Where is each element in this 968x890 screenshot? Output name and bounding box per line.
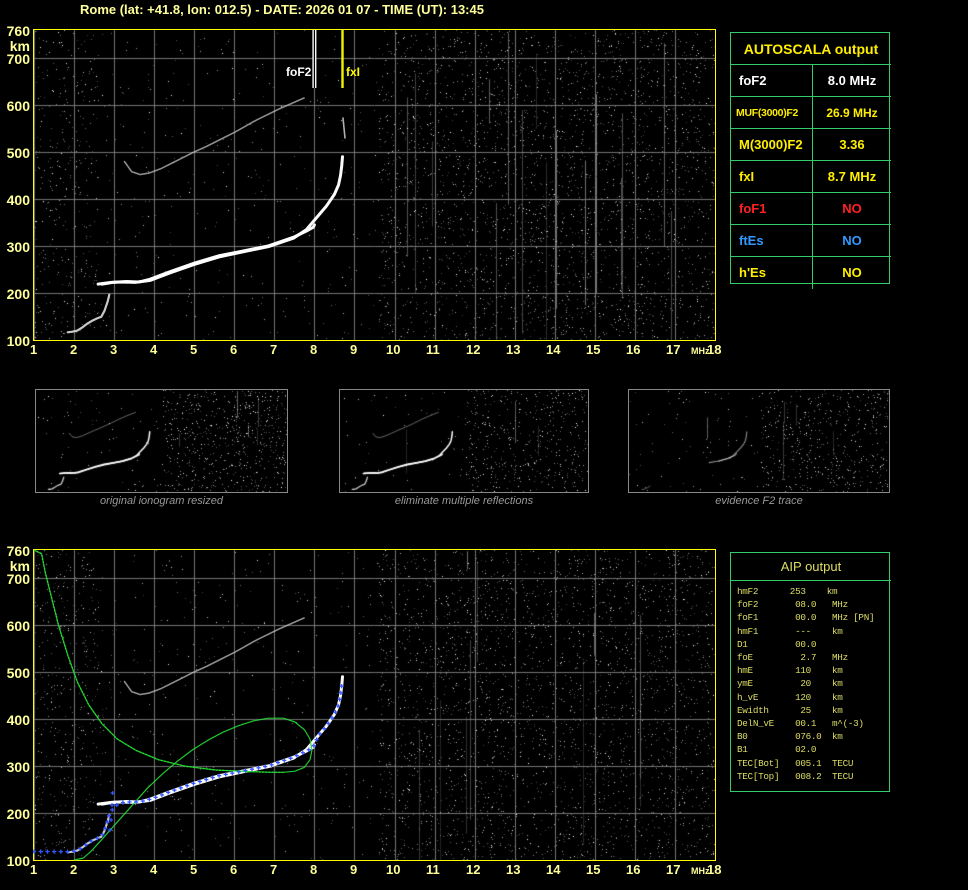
svg-text:foF2: foF2: [286, 65, 312, 79]
svg-text:fxI: fxI: [346, 65, 360, 79]
